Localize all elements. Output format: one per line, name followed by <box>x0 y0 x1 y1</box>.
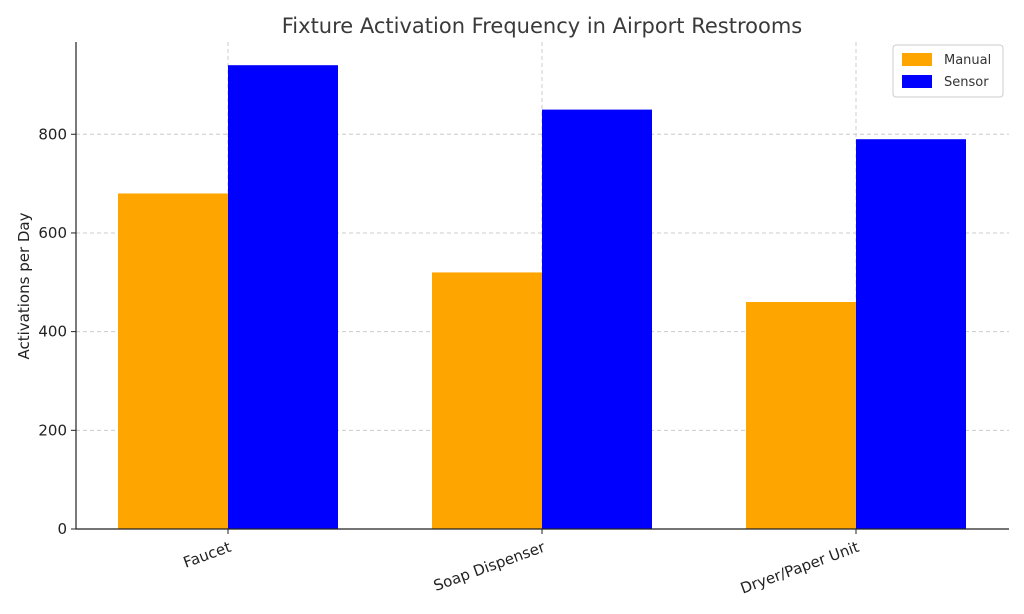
chart-title: Fixture Activation Frequency in Airport … <box>282 14 802 38</box>
legend: Manual Sensor <box>892 44 1004 98</box>
y-tick-label: 400 <box>38 323 67 341</box>
x-tick-label: Faucet <box>181 538 234 572</box>
bar-sensor-0 <box>228 65 338 529</box>
x-tick-label: Soap Dispenser <box>431 538 548 595</box>
bar-sensor-1 <box>542 109 652 529</box>
legend-label-manual: Manual <box>944 53 991 68</box>
y-tick-label: 200 <box>38 421 67 439</box>
y-tick-label: 800 <box>38 125 67 143</box>
bar-manual-0 <box>118 193 228 529</box>
y-tick-label: 0 <box>57 520 67 538</box>
x-tick-label: Dryer/Paper Unit <box>738 538 862 598</box>
legend-label-sensor: Sensor <box>944 75 989 90</box>
bar-manual-1 <box>432 272 542 529</box>
bars-group <box>118 65 966 529</box>
legend-swatch-sensor <box>902 75 932 88</box>
bar-manual-2 <box>746 302 856 529</box>
legend-swatch-manual <box>902 53 932 66</box>
bar-sensor-2 <box>856 139 966 529</box>
y-axis-label: Activations per Day <box>15 212 33 359</box>
y-tick-label: 600 <box>38 224 67 242</box>
